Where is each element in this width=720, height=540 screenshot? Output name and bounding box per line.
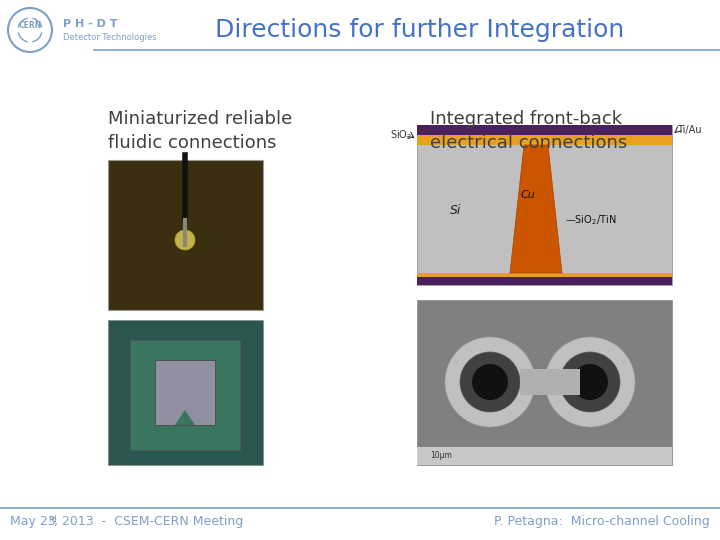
Text: SiO$_2$: SiO$_2$ [390,128,412,142]
Circle shape [445,337,535,427]
Text: May 23: May 23 [10,516,55,529]
Text: P H - D T: P H - D T [63,19,117,29]
Text: Cu: Cu [521,190,536,200]
Circle shape [545,337,635,427]
Text: , 2013  -  CSEM-CERN Meeting: , 2013 - CSEM-CERN Meeting [54,516,243,529]
FancyBboxPatch shape [520,369,580,395]
FancyBboxPatch shape [417,273,672,285]
FancyBboxPatch shape [417,447,672,465]
Text: P. Petagna:  Micro-channel Cooling: P. Petagna: Micro-channel Cooling [494,516,710,529]
FancyBboxPatch shape [417,277,672,285]
Text: rd: rd [48,515,57,523]
Text: Miniaturized reliable
fluidic connections: Miniaturized reliable fluidic connection… [108,110,292,152]
Text: 10μm: 10μm [430,451,452,461]
Text: Directions for further Integration: Directions for further Integration [215,18,625,42]
Circle shape [175,230,195,250]
FancyBboxPatch shape [417,125,672,285]
FancyBboxPatch shape [417,133,672,145]
FancyBboxPatch shape [417,125,672,135]
FancyBboxPatch shape [155,360,215,425]
Text: Detector Technologies: Detector Technologies [63,32,157,42]
FancyBboxPatch shape [108,320,263,465]
Polygon shape [175,410,195,425]
FancyBboxPatch shape [108,160,263,310]
Circle shape [460,352,520,412]
FancyBboxPatch shape [417,300,672,465]
Text: Integrated front-back
electrical connections: Integrated front-back electrical connect… [430,110,627,152]
Circle shape [472,364,508,400]
FancyBboxPatch shape [130,340,240,450]
Text: Ti/Au: Ti/Au [677,125,701,135]
Polygon shape [510,145,562,273]
Text: CERN: CERN [19,21,42,30]
Circle shape [572,364,608,400]
Text: Si: Si [450,204,462,217]
Circle shape [560,352,620,412]
Text: —SiO$_2$/TiN: —SiO$_2$/TiN [565,213,616,227]
